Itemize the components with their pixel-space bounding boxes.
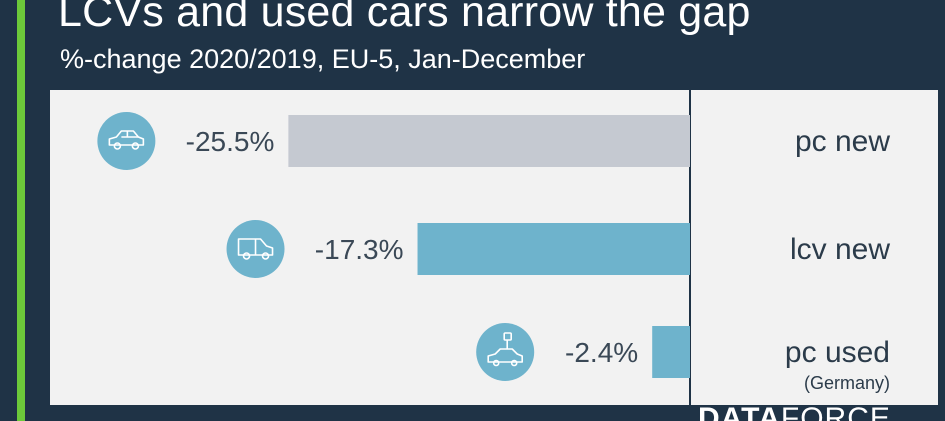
value-label-0: -25.5% <box>186 126 275 157</box>
chart-subtitle: %-change 2020/2019, EU-5, Jan-December <box>60 44 586 74</box>
bar-chart: -25.5% pc new -17.3% lcv new -2.4% pc used (Ge… <box>97 90 890 405</box>
van-icon <box>226 220 285 278</box>
bar-2 <box>652 326 690 378</box>
bar-1 <box>417 223 690 275</box>
chart-title: LCVs and used cars narrow the gap <box>58 0 751 36</box>
category-label-0: pc new <box>795 125 890 158</box>
bar-0 <box>288 115 690 167</box>
category-note-2: (Germany) <box>804 373 890 393</box>
accent-stripe <box>17 0 25 421</box>
brand-logo: DATAFORCE <box>698 402 891 421</box>
car-icon <box>97 112 156 170</box>
used-car-icon <box>476 323 535 381</box>
value-label-2: -2.4% <box>565 337 638 368</box>
logo-part-2: FORCE <box>780 402 891 421</box>
category-label-1: lcv new <box>790 233 890 266</box>
value-label-1: -17.3% <box>315 234 404 265</box>
logo-part-1: DATA <box>698 402 781 421</box>
category-label-2: pc used <box>785 336 890 369</box>
